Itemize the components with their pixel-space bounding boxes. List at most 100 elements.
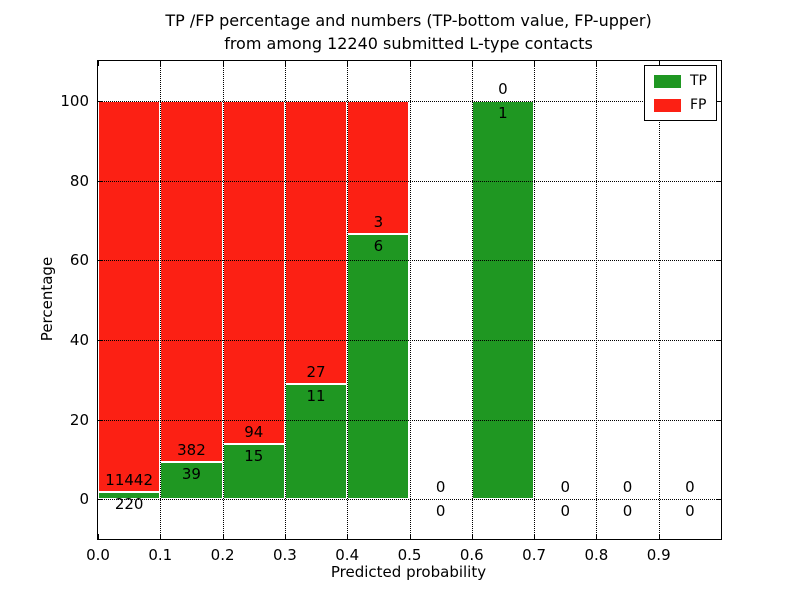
legend-item-tp: TP — [654, 73, 707, 89]
x-tick-label: 0.5 — [397, 546, 422, 564]
y-tick-mark — [98, 100, 103, 102]
fp-count-label: 0 — [685, 478, 695, 497]
x-tick-mark-top — [222, 61, 224, 66]
x-tick-mark — [596, 534, 598, 539]
fp-bar-segment — [98, 100, 161, 492]
x-tick-label: 0.3 — [272, 546, 297, 564]
x-tick-label: 0.8 — [584, 546, 609, 564]
y-tick-mark-right — [716, 260, 721, 262]
y-tick-mark-right — [716, 499, 721, 501]
x-tick-mark — [284, 534, 286, 539]
fp-count-label: 94 — [244, 423, 264, 442]
x-tick-mark-top — [160, 61, 162, 66]
fp-bar-segment — [347, 100, 410, 234]
tp-count-label: 0 — [622, 502, 633, 521]
x-tick-mark — [471, 534, 473, 539]
y-tick-label: 100 — [60, 91, 89, 110]
y-tick-mark-right — [716, 339, 721, 341]
v-gridline — [658, 61, 660, 539]
x-tick-label: 0.7 — [522, 546, 547, 564]
tp-bar-segment — [347, 233, 410, 500]
legend-item-fp: FP — [654, 97, 707, 113]
grid-layer — [98, 61, 721, 539]
fp-count-label: 27 — [306, 362, 326, 381]
x-tick-mark — [222, 534, 224, 539]
fp-color-swatch — [654, 98, 681, 112]
legend-label-tp: TP — [690, 73, 707, 89]
tp-color-swatch — [654, 74, 681, 88]
fp-count-label: 3 — [373, 212, 384, 231]
y-tick-mark-right — [716, 100, 721, 102]
v-gridline — [534, 61, 536, 539]
tp-bar-segment — [284, 383, 348, 500]
v-gridline — [284, 61, 286, 539]
chart-title-line1: TP /FP percentage and numbers (TP-bottom… — [165, 11, 652, 30]
x-tick-label: 0.9 — [646, 546, 671, 564]
y-tick-mark — [98, 180, 103, 182]
tp-count-label: 0 — [560, 502, 571, 521]
x-tick-label: 0.2 — [210, 546, 235, 564]
v-gridline — [160, 61, 162, 539]
x-tick-mark — [409, 534, 411, 539]
x-tick-mark-top — [596, 61, 598, 66]
ticks-layer — [98, 61, 721, 539]
fp-count-label: 382 — [177, 441, 206, 460]
x-tick-mark — [347, 534, 349, 539]
chart-title: TP /FP percentage and numbers (TP-bottom… — [97, 9, 720, 55]
x-tick-mark-top — [658, 61, 660, 66]
annotations-layer: 11442 220 382 39 94 15 27 11 3 6 0 0 0 1 0 0 0 0 0 0 — [98, 61, 721, 539]
legend-label-fp: FP — [690, 97, 707, 113]
x-tick-mark-top — [284, 61, 286, 66]
tp-count-label: 15 — [244, 447, 264, 466]
x-tick-mark-top — [534, 61, 536, 66]
tp-count-label: 220 — [114, 494, 144, 513]
x-tick-label: 0.1 — [148, 546, 173, 564]
y-tick-mark — [98, 419, 103, 421]
fp-count-label: 0 — [622, 478, 633, 497]
tp-count-label: 6 — [373, 236, 384, 255]
x-tick-mark-top — [409, 61, 411, 66]
x-tick-mark-top — [98, 61, 99, 66]
v-gridline — [471, 61, 473, 539]
tp-count-label: 39 — [181, 465, 201, 484]
y-tick-label: 40 — [69, 330, 89, 349]
bars-layer — [98, 61, 721, 539]
y-tick-mark-right — [716, 180, 721, 182]
v-gridline — [596, 61, 598, 539]
y-tick-label: 80 — [69, 171, 89, 190]
x-tick-mark — [98, 534, 99, 539]
x-tick-mark-top — [347, 61, 349, 66]
y-tick-mark-right — [716, 419, 721, 421]
fp-count-label: 0 — [435, 478, 446, 497]
tp-count-label: 11 — [306, 386, 326, 405]
chart-title-line2: from among 12240 submitted L-type contac… — [224, 34, 593, 53]
x-tick-mark — [160, 534, 162, 539]
fp-count-label: 0 — [498, 79, 508, 98]
x-axis-label: Predicted probability — [330, 563, 487, 581]
tp-count-label: 0 — [435, 502, 446, 521]
x-tick-label: 0.6 — [459, 546, 484, 564]
x-tick-mark-top — [471, 61, 473, 66]
legend: TP FP — [644, 65, 717, 121]
y-tick-mark — [98, 339, 103, 341]
tp-count-label: 0 — [685, 502, 695, 521]
y-tick-mark — [98, 260, 103, 262]
x-tick-mark — [534, 534, 536, 539]
y-tick-label: 20 — [69, 410, 89, 429]
y-axis-label: Percentage — [38, 256, 56, 342]
v-gridline — [222, 61, 224, 539]
y-tick-mark — [98, 499, 103, 501]
y-tick-label: 60 — [69, 251, 89, 270]
plot-area: 11442 220 382 39 94 15 27 11 3 6 0 0 0 1 0 0 0 0 0 0 TP FP … — [60, 60, 722, 564]
fp-bar-segment — [284, 100, 348, 384]
y-tick-label: 0 — [79, 490, 89, 509]
x-tick-mark — [658, 534, 660, 539]
tp-count-label: 1 — [498, 103, 508, 122]
v-gridline — [347, 61, 349, 539]
v-gridline — [409, 61, 411, 539]
tp-bar-segment — [98, 491, 161, 500]
fp-count-label: 0 — [560, 478, 571, 497]
x-tick-label: 0.4 — [335, 546, 360, 564]
tp-bar-segment — [222, 444, 285, 500]
